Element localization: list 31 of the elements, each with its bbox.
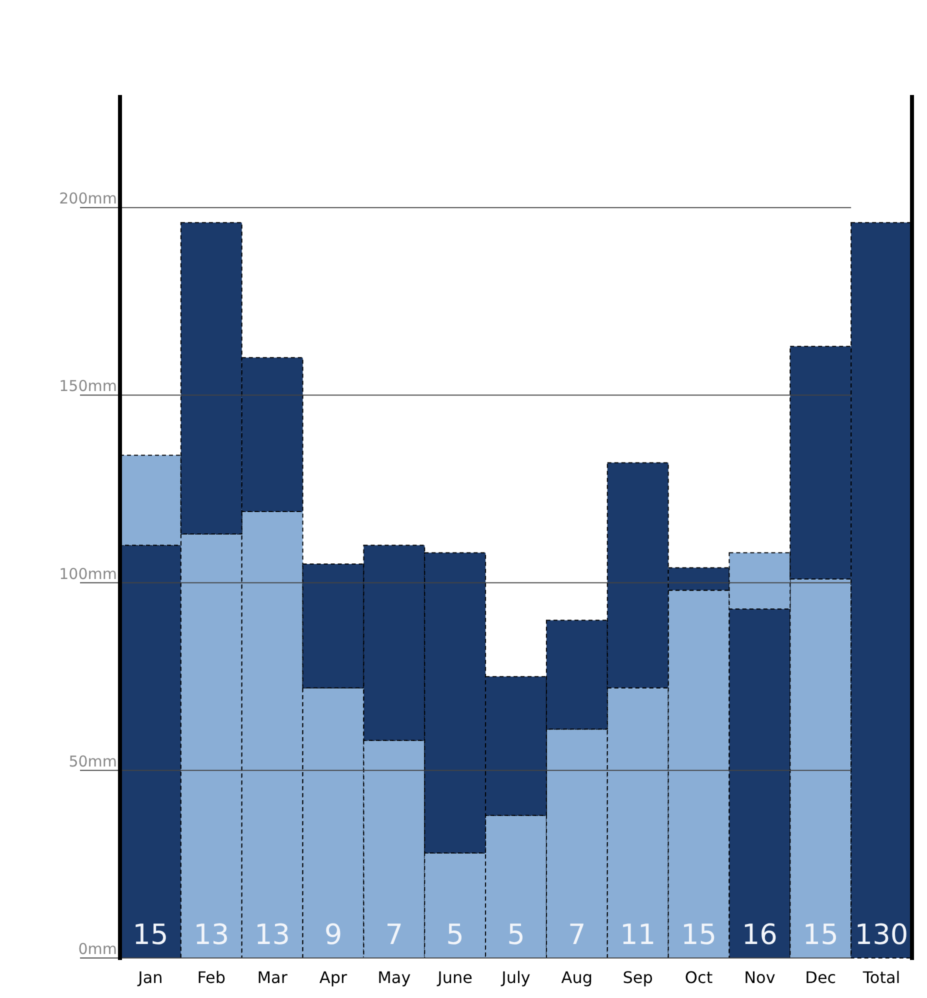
x-tick-label: Total bbox=[862, 968, 900, 987]
x-tick-label: July bbox=[500, 968, 530, 987]
annotation: 130 bbox=[854, 918, 908, 951]
x-tick-label: Sep bbox=[622, 968, 653, 987]
y-tick-label: 150mm bbox=[59, 377, 117, 396]
annotation: 13 bbox=[254, 918, 290, 951]
x-tick-label: June bbox=[436, 968, 472, 987]
annotation: 15 bbox=[802, 918, 838, 951]
y-tick-label: 0mm bbox=[78, 940, 117, 958]
x-tick-label: Jan bbox=[137, 968, 163, 987]
x-tick-label: Apr bbox=[319, 968, 348, 987]
x-tick-label: May bbox=[378, 968, 411, 987]
x-tick-label: Oct bbox=[684, 968, 713, 987]
annotation: 15 bbox=[680, 918, 717, 951]
x-tick-label: Nov bbox=[744, 968, 776, 987]
x-tick-label: Aug bbox=[561, 968, 593, 987]
annotation: 13 bbox=[194, 918, 230, 951]
annotation: 16 bbox=[742, 918, 778, 951]
annotation: 7 bbox=[568, 918, 586, 951]
x-tick-label: Dec bbox=[805, 968, 836, 987]
y-tick-label: 200mm bbox=[59, 190, 117, 208]
annotation: 15 bbox=[132, 918, 168, 951]
x-tick-label: Mar bbox=[257, 968, 288, 987]
annotation: 11 bbox=[620, 918, 656, 951]
annotation: 5 bbox=[446, 918, 464, 951]
annotation: 5 bbox=[507, 918, 525, 951]
annotation: 7 bbox=[385, 918, 404, 951]
y-tick-label: 100mm bbox=[59, 564, 117, 583]
x-tick-label: Feb bbox=[197, 968, 226, 987]
annotation: 9 bbox=[324, 918, 342, 951]
y-tick-label: 50mm bbox=[68, 752, 117, 770]
